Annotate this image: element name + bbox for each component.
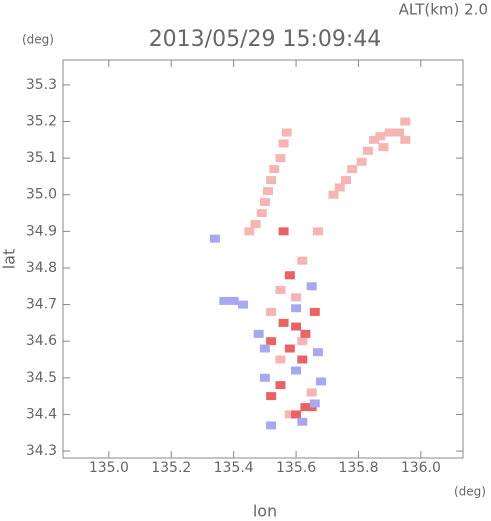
data-point <box>269 165 280 174</box>
data-point <box>266 337 277 346</box>
data-point <box>266 392 277 401</box>
data-point <box>400 135 411 144</box>
data-point <box>275 355 286 364</box>
data-point <box>291 322 302 331</box>
data-point <box>278 227 289 236</box>
data-point <box>300 403 311 412</box>
x-tick-label: 135.6 <box>276 460 316 476</box>
y-tick-label: 34.9 <box>26 223 57 239</box>
data-point <box>375 132 386 141</box>
data-point <box>284 344 295 353</box>
data-point <box>228 296 239 305</box>
x-tick-label: 135.4 <box>214 460 254 476</box>
y-tick-label: 35.0 <box>26 187 57 203</box>
data-point <box>291 410 302 419</box>
y-tick-label: 34.6 <box>26 333 57 349</box>
y-tick-label: 34.5 <box>26 370 57 386</box>
data-point <box>328 190 339 199</box>
data-point <box>238 300 249 309</box>
data-point <box>278 318 289 327</box>
data-point <box>316 377 327 386</box>
data-point <box>275 381 286 390</box>
data-point <box>309 307 320 316</box>
data-point <box>262 187 273 196</box>
data-point <box>266 176 277 185</box>
data-point <box>219 296 230 305</box>
data-point <box>259 198 270 207</box>
data-point <box>369 135 380 144</box>
data-point <box>340 176 351 185</box>
data-point <box>291 304 302 313</box>
data-point <box>244 227 255 236</box>
annotation: ALT(km) 2.0 <box>399 1 488 19</box>
data-point <box>275 285 286 294</box>
data-point <box>306 282 317 291</box>
plot-frame <box>62 59 464 459</box>
y-tick-label: 35.1 <box>26 150 57 166</box>
data-point <box>347 165 358 174</box>
data-point <box>378 143 389 152</box>
data-point <box>266 307 277 316</box>
y-tick-label: 35.2 <box>26 114 57 130</box>
data-point <box>309 399 320 408</box>
data-point <box>209 234 220 243</box>
y-tick-label: 34.3 <box>26 443 57 459</box>
data-point <box>297 256 308 265</box>
data-point <box>259 373 270 382</box>
y-tick-label: 35.3 <box>26 77 57 93</box>
x-axis-label: lon <box>253 502 277 521</box>
data-point <box>400 117 411 126</box>
data-point <box>356 157 367 166</box>
data-point <box>259 344 270 353</box>
data-point <box>256 209 267 218</box>
data-point <box>297 417 308 426</box>
data-point <box>291 293 302 302</box>
data-point <box>297 337 308 346</box>
data-point <box>394 128 405 137</box>
data-point <box>284 271 295 280</box>
x-tick-label: 135.0 <box>89 460 129 476</box>
chart-title: 2013/05/29 15:09:44 <box>149 27 382 52</box>
x-unit: (deg) <box>454 485 486 499</box>
data-point <box>281 128 292 137</box>
data-point <box>284 410 295 419</box>
data-point <box>300 329 311 338</box>
data-point <box>250 220 261 229</box>
y-tick-label: 34.8 <box>26 260 57 276</box>
data-point <box>334 183 345 192</box>
y-unit: (deg) <box>22 33 54 47</box>
y-axis-label: lat <box>0 249 19 270</box>
y-tick-label: 34.4 <box>26 406 57 422</box>
data-point <box>384 128 395 137</box>
x-tick-label: 136.0 <box>401 460 441 476</box>
data-point <box>266 421 277 430</box>
data-point <box>297 355 308 364</box>
data-point <box>306 388 317 397</box>
data-point <box>312 348 323 357</box>
x-tick-label: 135.8 <box>338 460 378 476</box>
data-point <box>253 329 264 338</box>
data-point <box>312 227 323 236</box>
y-tick-label: 34.7 <box>26 297 57 313</box>
data-point <box>362 146 373 155</box>
data-point <box>278 139 289 148</box>
x-tick-label: 135.2 <box>151 460 191 476</box>
data-point <box>291 366 302 375</box>
data-point <box>275 154 286 163</box>
